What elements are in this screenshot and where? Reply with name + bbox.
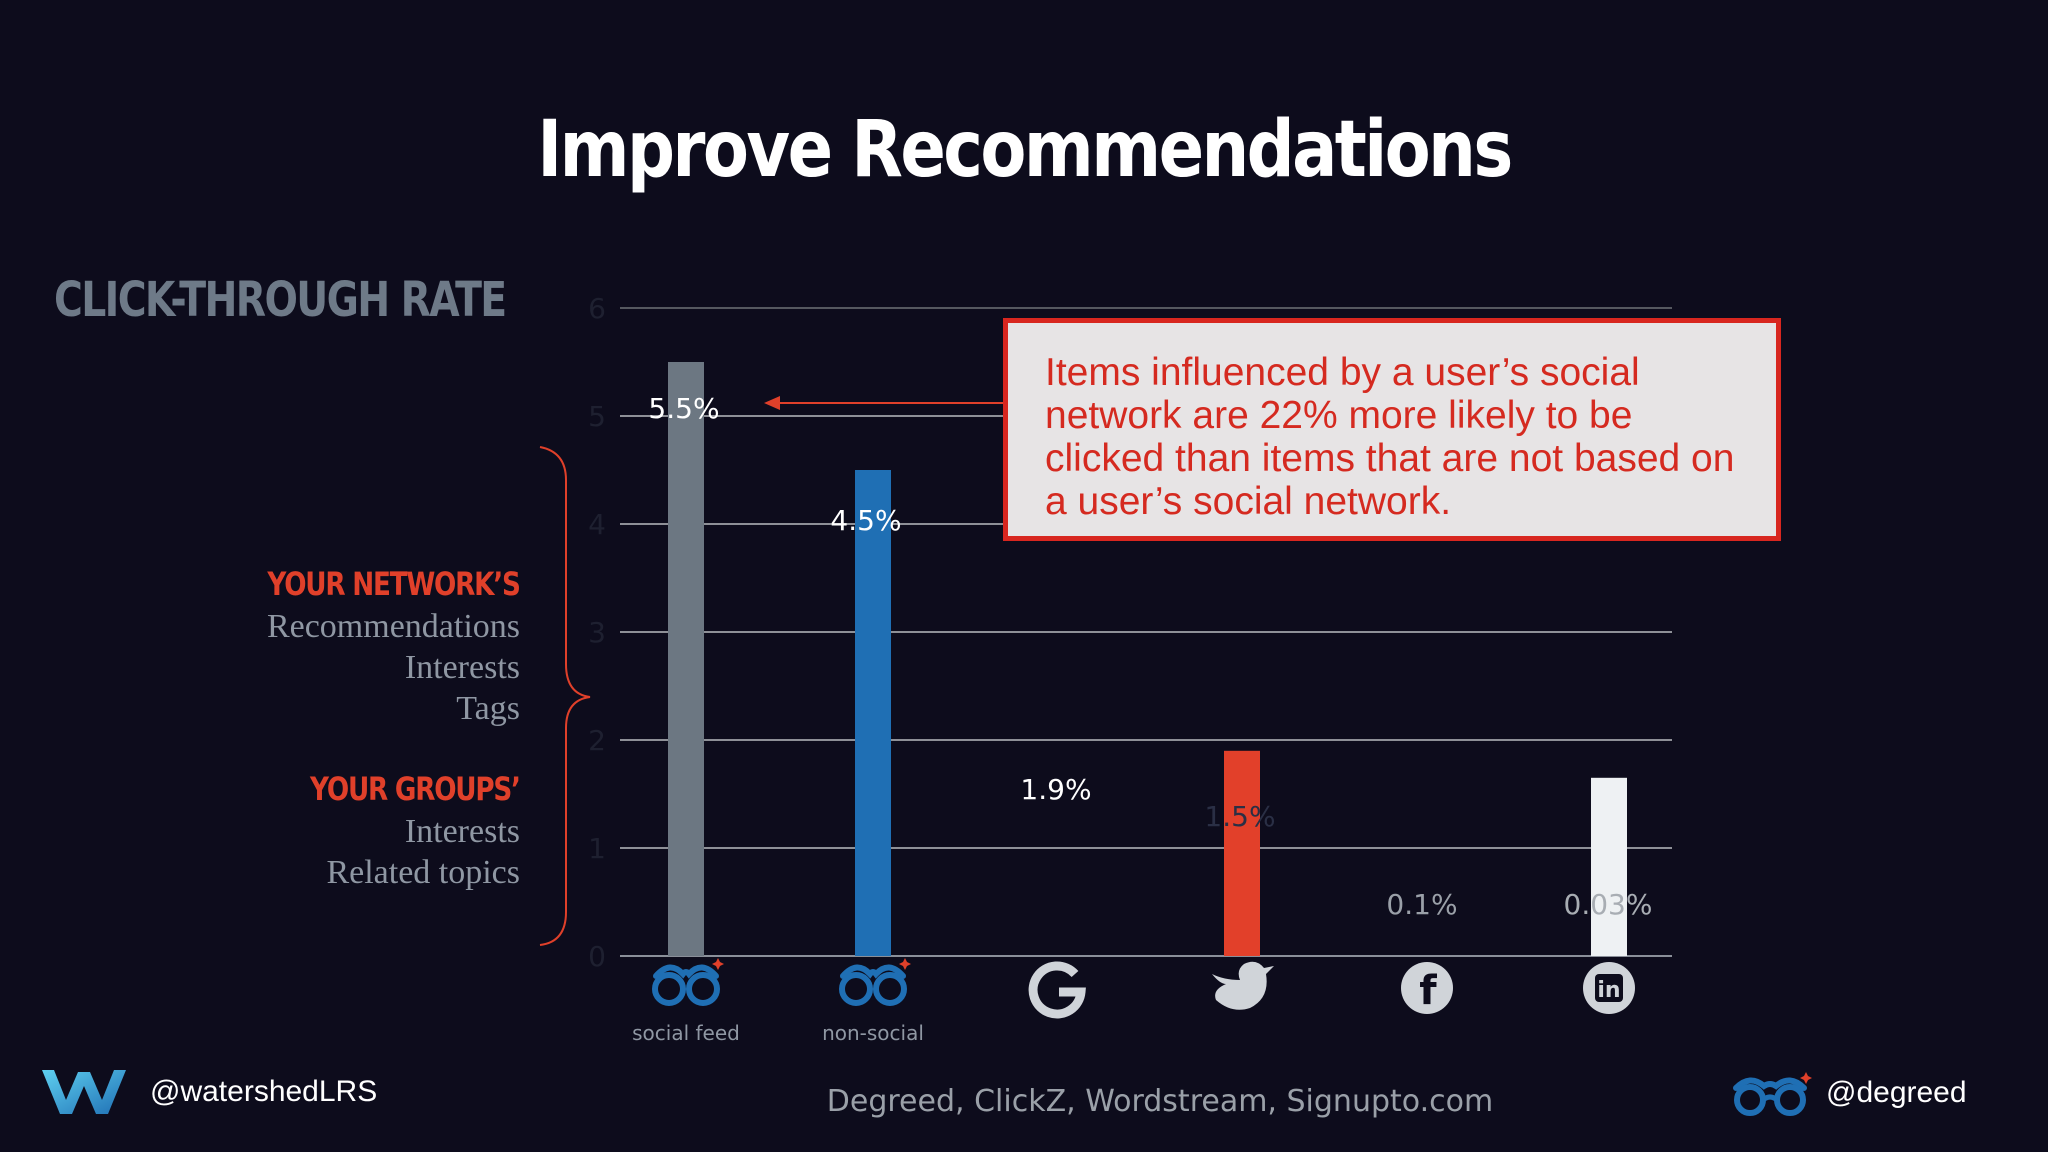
groups-item-related-topics: Related topics [326, 854, 520, 891]
category-label: non-social [822, 1021, 924, 1045]
degreed-brand: @degreed [1728, 1070, 1967, 1116]
data-label: 1.9% [1020, 773, 1091, 806]
network-brace [539, 446, 591, 946]
degreed-glasses-icon [839, 958, 911, 1006]
y-tick-label: 3 [588, 616, 606, 649]
data-label: 1.5% [1204, 800, 1275, 833]
degreed-logo-icon [1733, 1072, 1812, 1116]
y-tick-label: 2 [588, 724, 606, 757]
svg-text:f: f [1419, 968, 1437, 1014]
watershed-brand: @watershedLRS [40, 1066, 377, 1118]
network-item-interests: Interests [404, 649, 520, 686]
groups-heading: YOUR GROUPS’ [310, 770, 521, 808]
callout-arrow [764, 396, 1003, 410]
data-label: 4.5% [830, 504, 901, 537]
linkedin-icon: in [1583, 962, 1635, 1014]
slide-title: Improve Recommendations [537, 105, 1513, 195]
network-heading: YOUR NETWORK’S [267, 565, 521, 603]
bar-non-social [855, 470, 891, 956]
watershed-handle[interactable]: @watershedLRS [150, 1075, 378, 1108]
svg-text:in: in [1597, 978, 1620, 1003]
bar-twitter [1224, 750, 1260, 956]
category-label: social feed [632, 1021, 740, 1045]
y-tick-label: 6 [588, 292, 606, 325]
bar-linkedin [1591, 777, 1627, 956]
network-item-recommendations: Recommendations [266, 608, 520, 645]
network-item-tags: Tags [456, 690, 520, 727]
degreed-glasses-icon [652, 958, 724, 1006]
groups-item-interests: Interests [404, 813, 520, 850]
degreed-handle[interactable]: @degreed [1826, 1076, 1967, 1109]
data-label: 0.1% [1386, 888, 1457, 921]
y-tick-label: 5 [588, 400, 606, 433]
y-tick-label: 0 [588, 940, 606, 973]
watershed-logo-icon [42, 1070, 126, 1114]
google-icon [1028, 961, 1086, 1019]
data-label: 0.03% [1564, 888, 1653, 921]
y-tick-label: 4 [588, 508, 606, 541]
facebook-icon: f [1401, 962, 1453, 1014]
data-label: 5.5% [648, 392, 719, 425]
insight-callout: Items influenced by a user’s social netw… [1003, 318, 1781, 541]
source-credit: Degreed, ClickZ, Wordstream, Signupto.co… [826, 1084, 1494, 1119]
network-group: YOUR NETWORK’S Recommendations Interests… [212, 562, 521, 729]
section-label: CLICK-THROUGH RATE [54, 272, 507, 328]
bar-social-feed [668, 362, 704, 956]
twitter-icon [1212, 961, 1274, 1010]
groups-group: YOUR GROUPS’ Interests Related topics [264, 767, 521, 893]
y-tick-label: 1 [588, 832, 606, 865]
